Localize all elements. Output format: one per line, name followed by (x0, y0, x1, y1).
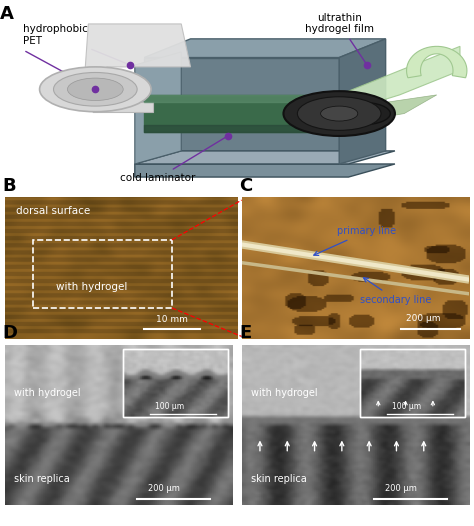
Text: cold laminator: cold laminator (120, 137, 225, 184)
Text: with hydrogel: with hydrogel (251, 388, 318, 398)
Text: ultrathin
hydrogel film: ultrathin hydrogel film (305, 13, 374, 63)
Text: with hydrogel: with hydrogel (56, 281, 127, 291)
Text: 100 μm: 100 μm (155, 402, 184, 411)
Polygon shape (339, 46, 460, 114)
Circle shape (283, 91, 395, 136)
Polygon shape (144, 39, 386, 57)
Text: D: D (2, 324, 18, 342)
Polygon shape (339, 39, 386, 164)
Bar (33, 240, 172, 308)
Text: C: C (239, 177, 253, 195)
Circle shape (54, 73, 137, 106)
Text: B: B (2, 177, 16, 195)
Circle shape (297, 97, 381, 130)
Polygon shape (135, 52, 181, 164)
Circle shape (320, 106, 358, 121)
Polygon shape (84, 103, 154, 112)
Text: E: E (239, 324, 252, 342)
Text: skin replica: skin replica (14, 474, 70, 484)
Text: with hydrogel: with hydrogel (14, 388, 81, 398)
Bar (360, 349, 465, 417)
Bar (123, 349, 228, 417)
Text: skin replica: skin replica (251, 474, 307, 484)
Text: primary line: primary line (314, 226, 396, 256)
Polygon shape (407, 46, 467, 78)
Text: 200 μm: 200 μm (385, 483, 417, 492)
Text: 200 μm: 200 μm (406, 314, 440, 323)
Text: 10 mm: 10 mm (155, 315, 188, 324)
Text: dorsal surface: dorsal surface (16, 206, 91, 216)
Polygon shape (135, 151, 395, 164)
Circle shape (335, 103, 390, 125)
Text: A: A (0, 5, 14, 23)
Polygon shape (135, 164, 395, 177)
Polygon shape (84, 24, 191, 89)
Text: hydrophobic
PET: hydrophobic PET (23, 24, 128, 64)
Polygon shape (144, 57, 339, 164)
Text: 200 μm: 200 μm (148, 483, 180, 492)
Polygon shape (339, 95, 437, 125)
Text: 100 μm: 100 μm (392, 402, 421, 411)
Circle shape (39, 67, 151, 112)
Bar (123, 349, 228, 417)
Text: secondary line: secondary line (360, 278, 431, 305)
Bar (360, 349, 465, 417)
Circle shape (67, 78, 123, 100)
